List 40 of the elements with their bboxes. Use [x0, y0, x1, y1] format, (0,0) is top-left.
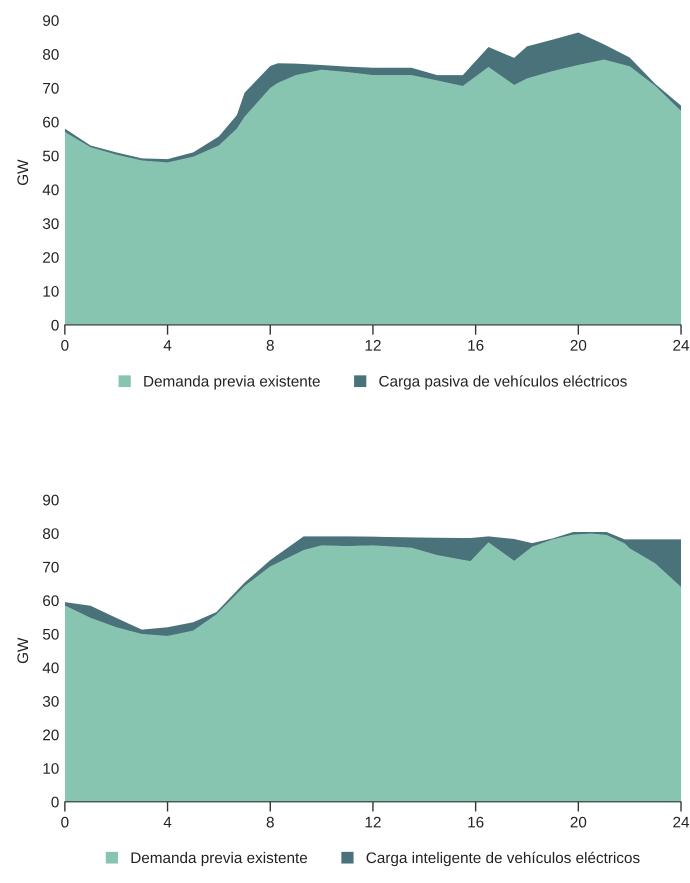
- legend-label: Demanda previa existente: [132, 852, 308, 866]
- x-tick-label: 0: [61, 340, 69, 351]
- y-tick-label: 70: [43, 562, 59, 573]
- y-tick-label: 30: [42, 218, 59, 230]
- x-tick-label: 20: [570, 816, 586, 828]
- x-tick-label: 16: [468, 340, 484, 351]
- y-tick-label: 90: [43, 494, 59, 506]
- legend-label: Demanda previa existente: [144, 375, 320, 390]
- y-tick-label: 60: [43, 595, 59, 606]
- x-tick-label: 8: [266, 340, 274, 351]
- y-axis-title: GW: [17, 160, 28, 186]
- y-tick-label: 50: [42, 628, 59, 640]
- y-tick-label: 90: [43, 15, 59, 26]
- y-tick-label: 10: [43, 286, 59, 297]
- legend-label: Carga pasiva de vehículos eléctricos: [379, 375, 627, 390]
- x-tick-label: 12: [366, 816, 381, 828]
- x-tick-label: 8: [266, 816, 274, 828]
- y-tick-label: 70: [43, 82, 59, 94]
- y-tick-label: 20: [43, 252, 59, 263]
- y-tick-label: 20: [43, 730, 59, 740]
- x-tick-label: 0: [61, 816, 69, 828]
- x-tick-label: 24: [673, 340, 690, 351]
- y-tick-label: 40: [42, 184, 59, 196]
- x-tick-label: 4: [164, 816, 172, 828]
- y-tick-label: 30: [42, 696, 59, 707]
- x-tick-label: 24: [673, 816, 690, 828]
- y-tick-label: 80: [42, 528, 59, 540]
- y-tick-label: 60: [43, 116, 59, 128]
- x-tick-label: 4: [164, 340, 172, 351]
- y-tick-label: 0: [51, 796, 59, 808]
- y-axis-title: GW: [17, 638, 28, 664]
- y-tick-label: 40: [42, 662, 59, 674]
- y-tick-label: 80: [42, 49, 59, 60]
- x-tick-label: 16: [468, 816, 484, 828]
- y-tick-label: 50: [42, 150, 59, 162]
- y-tick-label: 10: [43, 763, 59, 774]
- legend-label: Carga inteligente de vehículos eléctricos: [366, 852, 640, 866]
- x-tick-label: 12: [366, 340, 381, 351]
- x-tick-label: 20: [570, 340, 586, 351]
- y-tick-label: 0: [51, 320, 59, 331]
